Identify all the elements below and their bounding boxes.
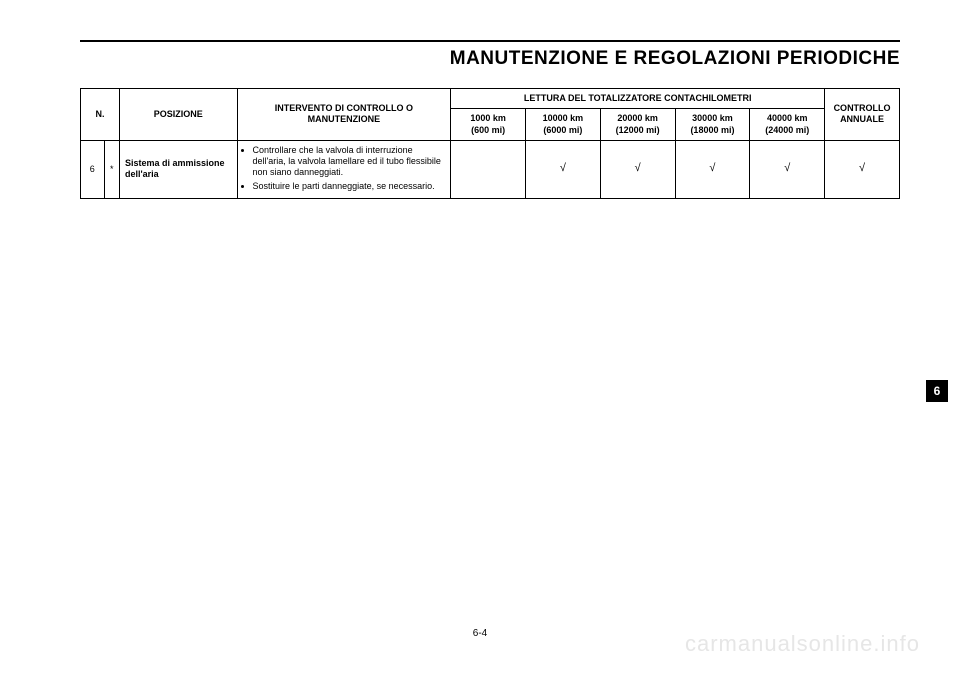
- header-intervento: INTERVENTO DI CONTROLLO O MANUTENZIONE: [237, 89, 451, 141]
- section-tab: 6: [926, 380, 948, 402]
- table-body: 6 * Sistema di ammissione dell'aria Cont…: [81, 140, 900, 198]
- intervento-bullet-1: Controllare che la valvola di interruzio…: [253, 145, 446, 179]
- header-km-5b: (24000 mi): [765, 125, 809, 135]
- header-km-4: 30000 km (18000 mi): [675, 109, 750, 141]
- cell-check-4: √: [675, 140, 750, 198]
- cell-check-5: √: [750, 140, 825, 198]
- cell-star: *: [104, 140, 120, 198]
- cell-check-annual: √: [825, 140, 900, 198]
- header-km-2b: (6000 mi): [543, 125, 582, 135]
- intervento-bullet-2: Sostituire le parti danneggiate, se nece…: [253, 181, 446, 192]
- cell-check-1: [451, 140, 526, 198]
- table-row: 6 * Sistema di ammissione dell'aria Cont…: [81, 140, 900, 198]
- intervento-list: Controllare che la valvola di interruzio…: [243, 145, 446, 192]
- header-lettura: LETTURA DEL TOTALIZZATORE CONTACHILOMETR…: [451, 89, 825, 109]
- maintenance-table: N. POSIZIONE INTERVENTO DI CONTROLLO O M…: [80, 88, 900, 199]
- page-title: MANUTENZIONE E REGOLAZIONI PERIODICHE: [80, 48, 900, 70]
- header-posizione: POSIZIONE: [120, 89, 238, 141]
- header-km-1: 1000 km (600 mi): [451, 109, 526, 141]
- header-km-1b: (600 mi): [471, 125, 505, 135]
- cell-posizione: Sistema di ammissione dell'aria: [120, 140, 238, 198]
- table-header-row-1: N. POSIZIONE INTERVENTO DI CONTROLLO O M…: [81, 89, 900, 109]
- header-km-4b: (18000 mi): [690, 125, 734, 135]
- header-km-1a: 1000 km: [470, 113, 506, 123]
- header-km-3a: 20000 km: [617, 113, 658, 123]
- header-km-5a: 40000 km: [767, 113, 808, 123]
- header-km-2: 10000 km (6000 mi): [526, 109, 601, 141]
- header-km-3: 20000 km (12000 mi): [600, 109, 675, 141]
- header-n: N.: [81, 89, 120, 141]
- header-km-3b: (12000 mi): [616, 125, 660, 135]
- header-km-2a: 10000 km: [543, 113, 584, 123]
- watermark: carmanualsonline.info: [685, 631, 920, 657]
- header-km-4a: 30000 km: [692, 113, 733, 123]
- cell-intervento: Controllare che la valvola di interruzio…: [237, 140, 451, 198]
- cell-n: 6: [81, 140, 105, 198]
- header-km-5: 40000 km (24000 mi): [750, 109, 825, 141]
- cell-check-3: √: [600, 140, 675, 198]
- posizione-text: Sistema di ammissione dell'aria: [125, 158, 225, 179]
- cell-check-2: √: [526, 140, 601, 198]
- header-controllo: CONTROLLO ANNUALE: [825, 89, 900, 141]
- page: MANUTENZIONE E REGOLAZIONI PERIODICHE N.…: [0, 0, 960, 679]
- table-head: N. POSIZIONE INTERVENTO DI CONTROLLO O M…: [81, 89, 900, 141]
- top-rule: [80, 40, 900, 42]
